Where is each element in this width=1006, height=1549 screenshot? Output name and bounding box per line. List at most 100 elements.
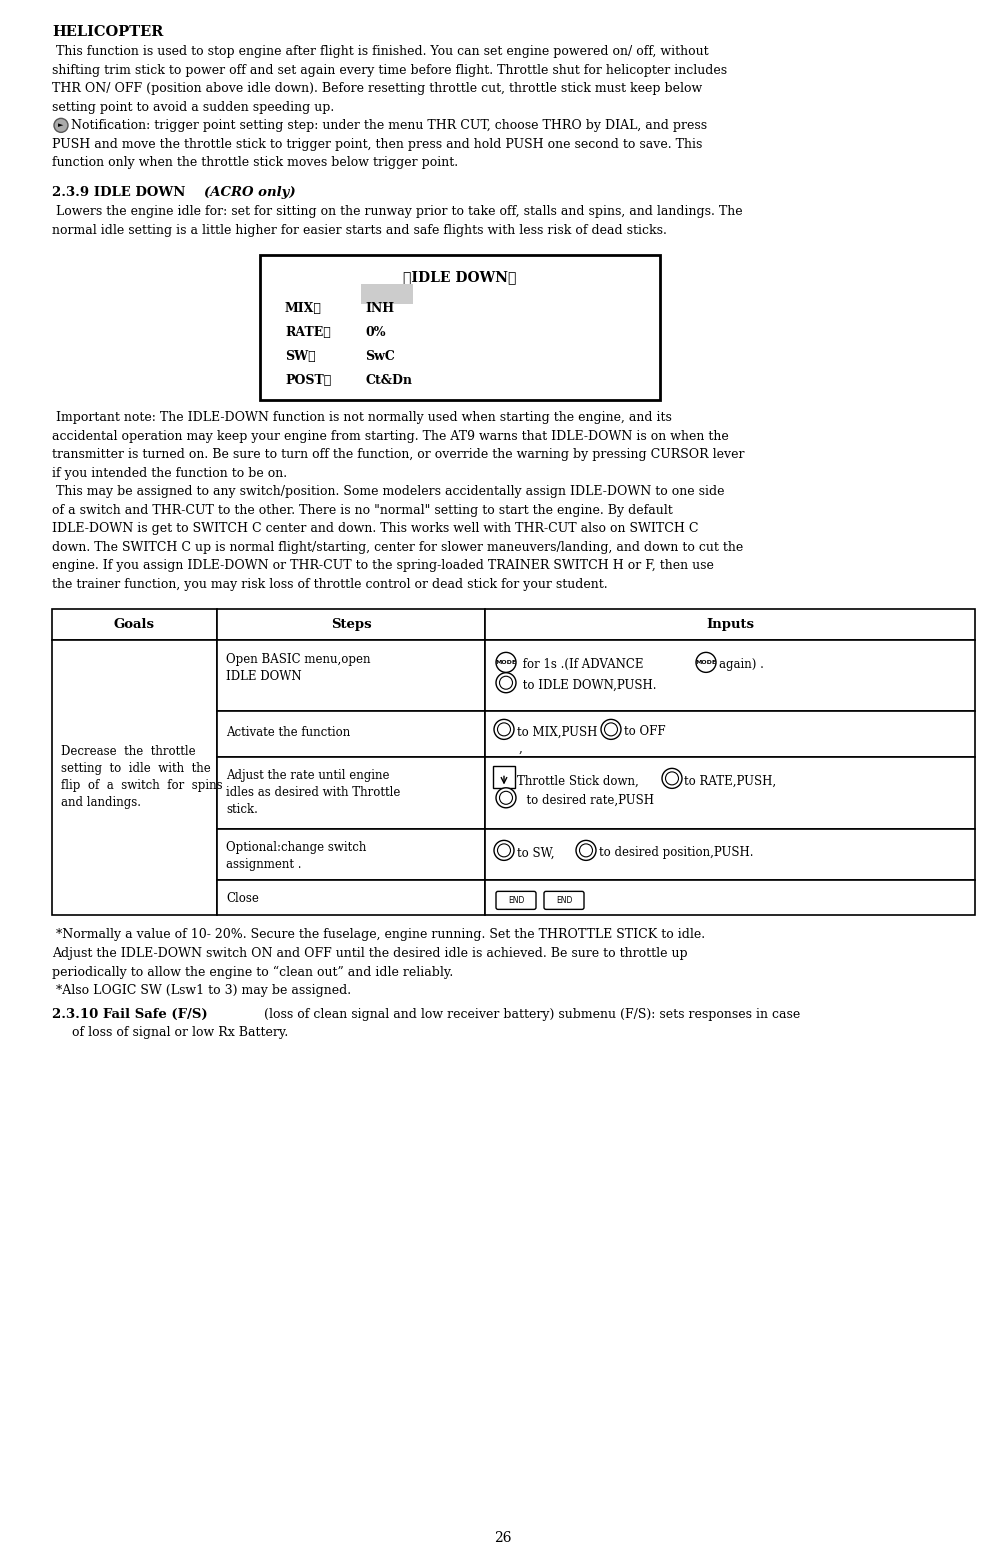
FancyBboxPatch shape	[496, 891, 536, 909]
Text: flip  of  a  switch  for  spins: flip of a switch for spins	[61, 779, 222, 792]
Text: of loss of signal or low Rx Battery.: of loss of signal or low Rx Battery.	[72, 1027, 289, 1039]
Bar	[217, 757, 485, 829]
Text: Notification: trigger point setting step: under the menu THR CUT, choose THRO by: Notification: trigger point setting step…	[71, 119, 707, 132]
Text: ,: ,	[519, 742, 523, 754]
Text: END: END	[555, 895, 572, 905]
Bar	[217, 609, 485, 640]
Circle shape	[500, 677, 512, 689]
Text: to OFF: to OFF	[624, 725, 666, 739]
Text: RATE：: RATE：	[285, 327, 331, 339]
Text: setting  to  idle  with  the: setting to idle with the	[61, 762, 210, 774]
Bar	[217, 829, 485, 880]
FancyBboxPatch shape	[544, 891, 584, 909]
Text: Close: Close	[226, 892, 259, 905]
Text: setting point to avoid a sudden speeding up.: setting point to avoid a sudden speeding…	[52, 101, 334, 113]
Text: HELICOPTER: HELICOPTER	[52, 25, 163, 39]
Bar	[485, 711, 975, 757]
Bar	[260, 256, 660, 400]
Text: *Also LOGIC SW (Lsw1 to 3) may be assigned.: *Also LOGIC SW (Lsw1 to 3) may be assign…	[52, 984, 351, 998]
Text: if you intended the function to be on.: if you intended the function to be on.	[52, 466, 287, 480]
Text: periodically to allow the engine to “clean out” and idle reliably.: periodically to allow the engine to “cle…	[52, 965, 454, 979]
Circle shape	[498, 723, 510, 736]
Text: for 1s .(If ADVANCE: for 1s .(If ADVANCE	[519, 658, 647, 671]
Text: *Normally a value of 10- 20%. Secure the fuselage, engine running. Set the THROT: *Normally a value of 10- 20%. Secure the…	[52, 928, 705, 942]
Circle shape	[662, 768, 682, 788]
Text: (loss of clean signal and low receiver battery) submenu (F/S): sets responses in: (loss of clean signal and low receiver b…	[260, 1008, 800, 1021]
Text: engine. If you assign IDLE-DOWN or THR-CUT to the spring-loaded TRAINER SWITCH H: engine. If you assign IDLE-DOWN or THR-C…	[52, 559, 714, 573]
Text: idles as desired with Throttle: idles as desired with Throttle	[226, 785, 400, 799]
Circle shape	[496, 672, 516, 692]
Text: 》IDLE DOWN《: 》IDLE DOWN《	[403, 271, 517, 285]
Text: Adjust the rate until engine: Adjust the rate until engine	[226, 770, 389, 782]
Bar	[217, 640, 485, 711]
Text: to desired rate,PUSH: to desired rate,PUSH	[519, 793, 654, 807]
Text: assignment .: assignment .	[226, 858, 302, 871]
Text: Throttle Stick down,: Throttle Stick down,	[517, 774, 639, 787]
Text: to IDLE DOWN,PUSH.: to IDLE DOWN,PUSH.	[519, 678, 657, 692]
Bar	[485, 757, 975, 829]
Text: to RATE,PUSH,: to RATE,PUSH,	[684, 774, 776, 787]
Bar	[52, 640, 217, 915]
Circle shape	[496, 788, 516, 807]
Text: END: END	[508, 895, 524, 905]
Text: Lowers the engine idle for: set for sitting on the runway prior to take off, sta: Lowers the engine idle for: set for sitt…	[52, 206, 742, 218]
Text: PUSH and move the throttle stick to trigger point, then press and hold PUSH one : PUSH and move the throttle stick to trig…	[52, 138, 702, 150]
Text: 2.3.10 Fail Safe (F/S): 2.3.10 Fail Safe (F/S)	[52, 1008, 207, 1021]
Text: normal idle setting is a little higher for easier starts and safe flights with l: normal idle setting is a little higher f…	[52, 225, 667, 237]
Bar	[361, 285, 413, 304]
Text: accidental operation may keep your engine from starting. The AT9 warns that IDLE: accidental operation may keep your engin…	[52, 431, 728, 443]
Text: Steps: Steps	[331, 618, 371, 632]
Text: ►: ►	[58, 122, 63, 129]
Circle shape	[579, 844, 593, 857]
Circle shape	[696, 652, 716, 672]
Circle shape	[54, 118, 68, 132]
Bar	[485, 609, 975, 640]
Text: 2.3.9 IDLE DOWN: 2.3.9 IDLE DOWN	[52, 186, 190, 198]
Bar	[217, 711, 485, 757]
Circle shape	[601, 719, 621, 739]
Text: Decrease  the  throttle: Decrease the throttle	[61, 745, 195, 757]
Text: shifting trim stick to power off and set again every time before flight. Throttl: shifting trim stick to power off and set…	[52, 64, 727, 77]
Text: SwC: SwC	[365, 350, 395, 364]
Text: transmitter is turned on. Be sure to turn off the function, or override the warn: transmitter is turned on. Be sure to tur…	[52, 448, 744, 462]
Circle shape	[576, 841, 596, 860]
Text: IDLE-DOWN is get to SWITCH C center and down. This works well with THR-CUT also : IDLE-DOWN is get to SWITCH C center and …	[52, 522, 698, 536]
Circle shape	[498, 844, 510, 857]
Text: THR ON/ OFF (position above idle down). Before resetting throttle cut, throttle : THR ON/ OFF (position above idle down). …	[52, 82, 702, 96]
Text: to desired position,PUSH.: to desired position,PUSH.	[599, 846, 753, 860]
Bar	[485, 880, 975, 915]
Text: to SW,: to SW,	[517, 846, 554, 860]
Text: Adjust the IDLE-DOWN switch ON and OFF until the desired idle is achieved. Be su: Adjust the IDLE-DOWN switch ON and OFF u…	[52, 946, 688, 960]
Text: of a switch and THR-CUT to the other. There is no "normal" setting to start the : of a switch and THR-CUT to the other. Th…	[52, 503, 673, 517]
Text: and landings.: and landings.	[61, 796, 141, 809]
Text: IDLE DOWN: IDLE DOWN	[226, 671, 302, 683]
Bar	[52, 609, 217, 640]
Text: function only when the throttle stick moves below trigger point.: function only when the throttle stick mo…	[52, 156, 458, 169]
Bar	[217, 880, 485, 915]
Text: MODE: MODE	[495, 660, 516, 665]
Text: down. The SWITCH C up is normal flight/starting, center for slower maneuvers/lan: down. The SWITCH C up is normal flight/s…	[52, 541, 743, 555]
Text: 0%: 0%	[365, 327, 385, 339]
FancyBboxPatch shape	[493, 767, 515, 788]
Text: SW：: SW：	[285, 350, 316, 364]
Text: again) .: again) .	[719, 658, 764, 671]
Text: Optional:change switch: Optional:change switch	[226, 841, 366, 855]
Circle shape	[605, 723, 618, 736]
Text: the trainer function, you may risk loss of throttle control or dead stick for yo: the trainer function, you may risk loss …	[52, 578, 608, 590]
Bar	[485, 829, 975, 880]
Text: Activate the function: Activate the function	[226, 726, 350, 739]
Circle shape	[494, 841, 514, 860]
Text: This function is used to stop engine after flight is finished. You can set engin: This function is used to stop engine aft…	[52, 45, 708, 59]
Text: stick.: stick.	[226, 802, 258, 816]
Circle shape	[494, 719, 514, 739]
Text: MIX：: MIX：	[285, 302, 322, 316]
Text: Open BASIC menu,open: Open BASIC menu,open	[226, 654, 370, 666]
Text: Goals: Goals	[114, 618, 155, 632]
Text: Important note: The IDLE-DOWN function is not normally used when starting the en: Important note: The IDLE-DOWN function i…	[52, 412, 672, 424]
Text: Ct&Dn: Ct&Dn	[365, 375, 412, 387]
Text: POST：: POST：	[285, 375, 331, 387]
Text: 26: 26	[494, 1530, 512, 1544]
Bar	[485, 640, 975, 711]
Text: to MIX,PUSH: to MIX,PUSH	[517, 725, 602, 739]
Circle shape	[500, 792, 512, 804]
